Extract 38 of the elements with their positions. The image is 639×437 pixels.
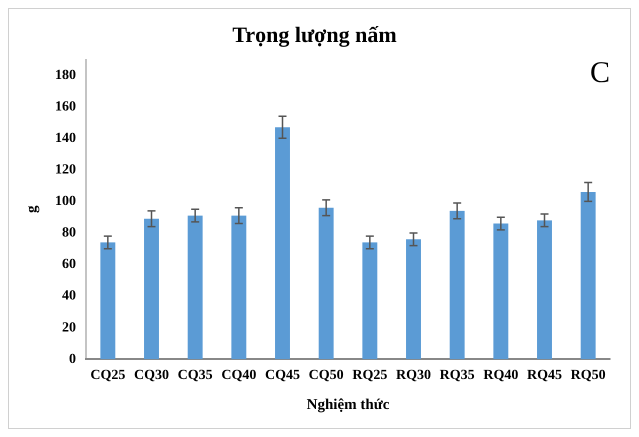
y-tick-label: 140 — [55, 130, 76, 146]
y-tick-label: 100 — [55, 194, 76, 210]
x-tick-label: CQ35 — [178, 368, 213, 384]
x-tick-label: CQ25 — [90, 368, 126, 384]
bar — [275, 127, 290, 360]
bar — [362, 242, 378, 360]
y-tick-label: 160 — [55, 99, 76, 114]
y-tick-label: 40 — [62, 288, 76, 304]
x-tick-label: RQ40 — [483, 368, 518, 384]
x-tick-label: RQ50 — [570, 368, 606, 384]
bar — [318, 208, 334, 360]
y-tick-label: 0 — [69, 352, 76, 367]
bar — [580, 192, 596, 360]
annotation: C — [590, 56, 610, 89]
bar — [537, 220, 552, 360]
y-tick-label: 120 — [55, 162, 76, 178]
bar — [493, 224, 508, 360]
x-tick-label: CQ40 — [221, 368, 256, 384]
bar — [144, 218, 159, 360]
y-tick-label: 80 — [62, 226, 76, 241]
x-tick-label: RQ45 — [527, 368, 562, 384]
bar — [450, 210, 465, 360]
x-tick-label: CQ50 — [308, 368, 344, 384]
x-tick-label: CQ30 — [134, 368, 169, 384]
chart-title: Trọng lượng nấm — [232, 22, 397, 47]
bar — [100, 242, 116, 360]
bar — [188, 216, 203, 360]
y-tick-label: 180 — [55, 68, 76, 83]
y-axis-title: g — [24, 205, 40, 214]
x-tick-label: CQ45 — [265, 368, 300, 384]
bar — [406, 239, 421, 360]
y-tick-label: 60 — [62, 257, 76, 272]
y-tick-label: 20 — [62, 320, 76, 336]
x-tick-label: RQ35 — [440, 368, 475, 384]
bar — [231, 216, 246, 360]
x-axis-title: Nghiệm thức — [306, 396, 390, 413]
x-tick-label: RQ30 — [396, 368, 431, 384]
x-tick-label: RQ25 — [352, 368, 388, 384]
